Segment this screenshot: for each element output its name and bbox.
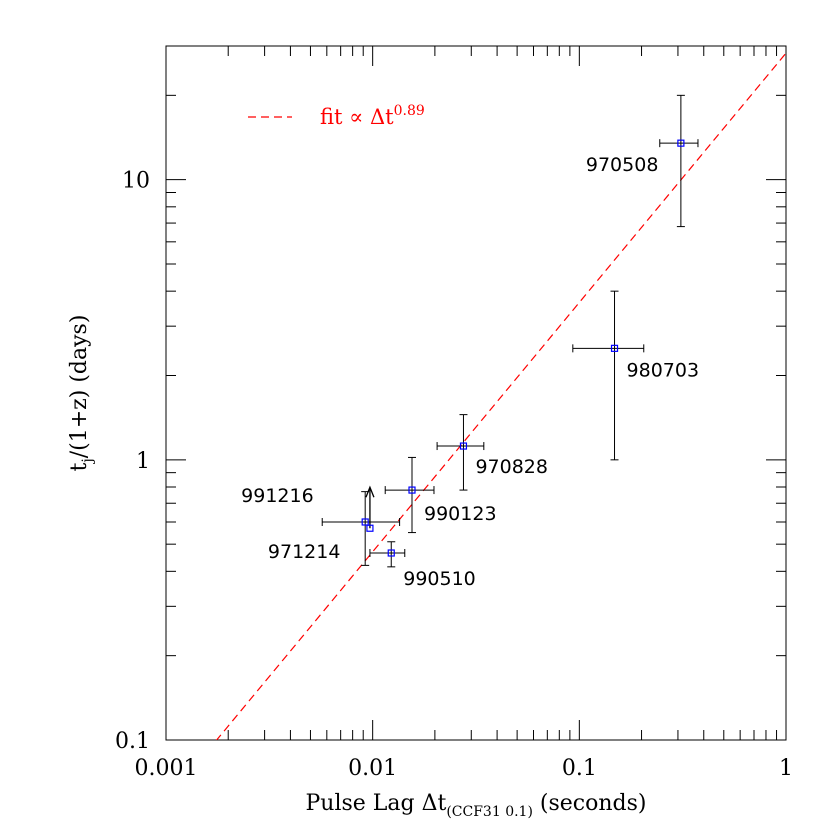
point-label: 970508 xyxy=(586,154,659,176)
data-point-marker xyxy=(387,549,395,557)
point-label: 990123 xyxy=(424,503,497,525)
point-label: 990510 xyxy=(403,568,476,590)
x-axis-title-tail: (seconds) xyxy=(533,791,647,816)
fit-line xyxy=(215,52,786,740)
y-axis-title: tj/(1+z) (days) xyxy=(67,315,96,472)
plot-frame xyxy=(165,45,787,741)
axis-tick-labels: 0.001 0.01 0.1 1 0.1 1 10 xyxy=(115,169,793,781)
legend-label: fit ∝ Δt0.89 xyxy=(320,103,425,129)
y-axis-title-tail: /(1+z) (days) xyxy=(67,315,92,459)
data-point-marker xyxy=(366,524,374,532)
y-axis-title-main: t xyxy=(67,462,92,471)
point-label: 971214 xyxy=(268,541,341,563)
x-axis-title: Pulse Lag Δt(CCF31 0.1) (seconds) xyxy=(305,791,646,820)
y-tick-label: 0.1 xyxy=(115,729,150,754)
point-label: 970828 xyxy=(475,456,548,478)
x-tick-label: 0.01 xyxy=(348,756,397,781)
x-axis-title-subscript: (CCF31 0.1) xyxy=(446,804,533,820)
data-points: 970508 980703 970828 990123 991216 971214 9905… xyxy=(241,94,700,590)
x-tick-label: 0.1 xyxy=(562,756,597,781)
y-tick-label: 1 xyxy=(136,449,150,474)
data-point-marker xyxy=(677,139,685,147)
y-tick-label: 10 xyxy=(122,169,150,194)
data-point-marker xyxy=(459,442,468,450)
legend-text: fit ∝ Δt xyxy=(320,105,394,129)
data-point-marker xyxy=(408,486,416,494)
point-label: 980703 xyxy=(627,359,700,381)
legend: fit ∝ Δt0.89 xyxy=(248,103,425,129)
x-tick-label: 0.001 xyxy=(135,756,198,781)
axis-ticks xyxy=(165,45,786,741)
lower-limit-arrowhead xyxy=(365,485,375,498)
y-axis-title-subscript: j xyxy=(80,458,96,464)
x-axis-title-main: Pulse Lag Δt xyxy=(305,791,446,816)
x-tick-label: 1 xyxy=(779,756,793,781)
legend-exponent: 0.89 xyxy=(394,103,425,119)
point-label: 991216 xyxy=(241,485,314,507)
data-point-marker xyxy=(361,518,369,526)
data-point-marker xyxy=(610,344,619,352)
